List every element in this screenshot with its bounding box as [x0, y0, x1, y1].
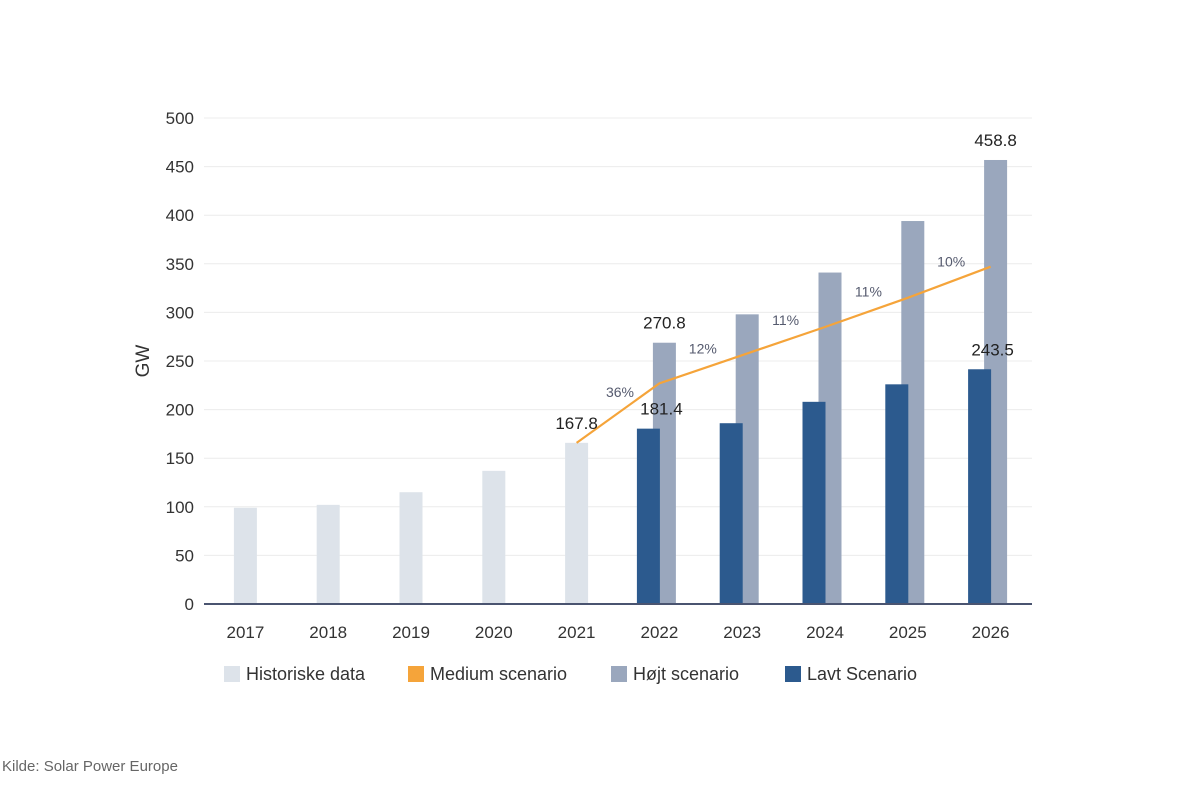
growth-label-2026: 10% [937, 253, 965, 269]
y-tick-label-300: 300 [166, 303, 194, 322]
x-tick-label-2026: 2026 [972, 623, 1010, 642]
y-tick-label-150: 150 [166, 449, 194, 468]
bar-lavt-scenario-2024 [802, 401, 826, 604]
bars [233, 159, 1008, 605]
bar-historiske-data-2021 [565, 442, 589, 604]
labels: 167.8 270.8 181.4 458.8 243.5 36% 12% 11% 11% 10% [555, 131, 1017, 433]
bar-lavt-scenario-2023 [719, 423, 743, 604]
grid [204, 117, 1032, 556]
bar-lavt-scenario-2025 [885, 384, 909, 604]
source-note: Kilde: Solar Power Europe [2, 758, 178, 775]
legend-label-lavt-scenario: Lavt Scenario [807, 664, 917, 684]
bar-historiske-data-2018 [316, 504, 340, 604]
data-label-h-jt-scenario-2022: 270.8 [643, 314, 686, 333]
growth-label-2025: 11% [855, 283, 882, 299]
growth-label-2023: 12% [689, 340, 717, 356]
y-tick-label-350: 350 [166, 255, 194, 274]
bar-historiske-data-2020 [482, 470, 506, 604]
x-tick-label-2025: 2025 [889, 623, 927, 642]
x-tick-label-2019: 2019 [392, 623, 430, 642]
bar-lavt-scenario-2026 [968, 369, 992, 604]
legend: Historiske data Medium scenario Højt scena… [224, 664, 917, 684]
legend-swatch-lavt-scenario [785, 666, 801, 682]
data-label-h-jt-scenario-2026: 458.8 [974, 131, 1017, 150]
x-tick-label-2022: 2022 [640, 623, 678, 642]
legend-label-medium-scenario: Medium scenario [430, 664, 567, 684]
growth-label-2024: 11% [772, 312, 799, 328]
legend-swatch-historiske-data [224, 666, 240, 682]
y-tick-label-500: 500 [166, 109, 194, 128]
y-tick-label-200: 200 [166, 401, 194, 420]
x-tick-label-2021: 2021 [558, 623, 596, 642]
bar-historiske-data-2019 [399, 492, 423, 604]
data-label-lavt-scenario-2026: 243.5 [971, 340, 1014, 359]
medium-scenario-line [575, 265, 991, 444]
x-tick-label-2024: 2024 [806, 623, 844, 642]
y-tick-label-100: 100 [166, 498, 194, 517]
y-tick-label-450: 450 [166, 158, 194, 177]
y-tick-label-400: 400 [166, 206, 194, 225]
data-label-lavt-scenario-2022: 181.4 [640, 400, 683, 419]
y-axis-title: GW [133, 345, 154, 378]
x-tick-label-2018: 2018 [309, 623, 347, 642]
y-tick-label-250: 250 [166, 352, 194, 371]
legend-label-historiske-data: Historiske data [246, 664, 366, 684]
y-tick-label-0: 0 [185, 595, 194, 614]
bar-lavt-scenario-2022 [636, 428, 660, 604]
y-tick-label-50: 50 [175, 546, 194, 565]
x-tick-label-2017: 2017 [226, 623, 264, 642]
x-tick-label-2020: 2020 [475, 623, 513, 642]
medium-scenario-line-group [575, 265, 991, 444]
axes: 0 50 100 150 200 250 300 350 400 450 500 GW 2017 2018… [133, 109, 1032, 642]
growth-label-2022: 36% [606, 384, 634, 400]
legend-label-h-jt-scenario: Højt scenario [633, 664, 739, 684]
data-label-historiske-data-2021: 167.8 [555, 414, 598, 433]
legend-swatch-h-jt-scenario [611, 666, 627, 682]
bar-historiske-data-2017 [233, 507, 257, 604]
x-tick-label-2023: 2023 [723, 623, 761, 642]
legend-swatch-medium-scenario [408, 666, 424, 682]
